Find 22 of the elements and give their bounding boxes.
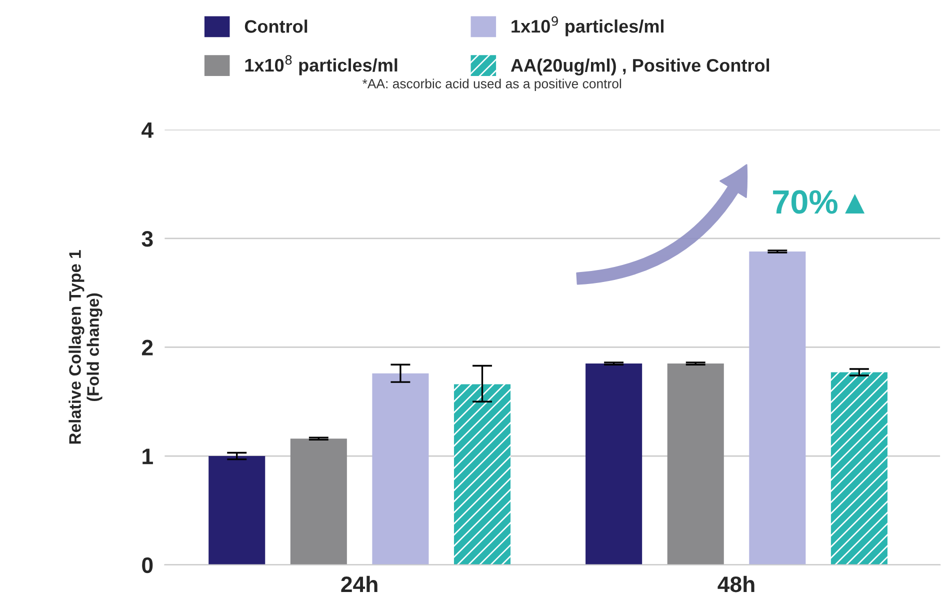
bar xyxy=(749,252,806,565)
bar xyxy=(372,373,429,565)
annotation: 70%▲ xyxy=(773,190,865,214)
legend-label: AA(20ug/ml) , Positive Control xyxy=(510,58,770,76)
bar xyxy=(454,384,511,565)
bar xyxy=(830,372,888,565)
y-tick-label: 0 xyxy=(142,557,153,574)
bar xyxy=(586,364,642,565)
bar xyxy=(290,438,347,565)
x-tick-label: 24h xyxy=(341,576,378,592)
y-tick-label: 2 xyxy=(142,340,153,356)
bar xyxy=(208,456,266,565)
bar xyxy=(667,364,724,565)
legend-label: 1x10$^{9}$ particles/ml xyxy=(512,16,664,36)
text: *AA: ascorbic acid used as a positive control xyxy=(362,78,622,91)
legend-label: Control xyxy=(244,20,308,33)
x-tick-label: 48h xyxy=(718,576,754,592)
y-tick-label: 4 xyxy=(142,122,154,138)
y-tick-label: 3 xyxy=(142,230,153,247)
legend-label: 1x10$^{8}$ particles/ml xyxy=(245,55,398,76)
y-tick-label: 1 xyxy=(142,448,153,464)
y-axis-title: Relative Collagen Type 1 (Fold change) xyxy=(68,250,102,444)
